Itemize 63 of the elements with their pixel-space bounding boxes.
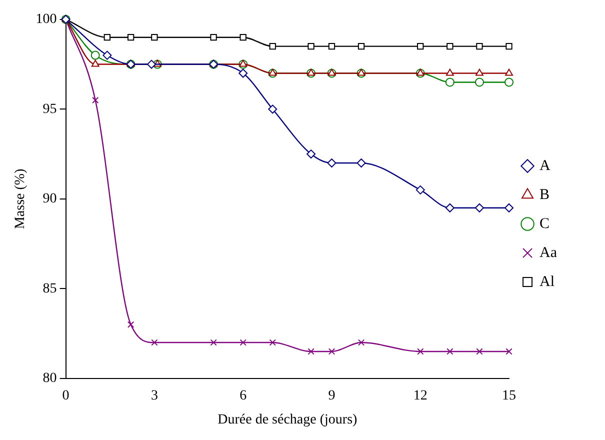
x-tick-label: 3 — [150, 388, 158, 404]
point — [240, 339, 246, 346]
point — [269, 42, 276, 50]
y-tick-label: 95 — [42, 102, 57, 117]
point — [127, 34, 134, 41]
legend-label: B — [540, 186, 550, 203]
point — [102, 50, 112, 60]
x-tick-label: 6 — [240, 388, 247, 404]
point — [306, 150, 316, 159]
point — [506, 42, 512, 50]
x-tick-label: 15 — [502, 388, 516, 404]
point — [328, 348, 336, 355]
point — [417, 42, 424, 50]
point — [90, 50, 100, 60]
point — [238, 68, 248, 78]
legend-label: Al — [540, 274, 555, 290]
point — [151, 34, 158, 41]
point — [104, 34, 110, 41]
point — [446, 42, 454, 50]
legend-label: A — [540, 158, 551, 174]
point — [474, 203, 484, 212]
point — [476, 42, 483, 50]
y-tick-label: 90 — [42, 192, 57, 207]
point — [476, 68, 484, 76]
point — [210, 339, 217, 346]
point — [416, 185, 425, 194]
point — [445, 203, 454, 212]
x-axis-title: Durée de séchage (jours) — [218, 412, 358, 428]
legend-label: C — [540, 216, 550, 232]
point — [445, 78, 454, 87]
point — [268, 104, 278, 114]
point — [504, 78, 514, 87]
y-tick-label: 80 — [42, 371, 57, 386]
point — [240, 34, 246, 41]
x-tick-label: 9 — [328, 388, 336, 404]
point — [358, 42, 365, 50]
point — [504, 203, 514, 212]
y-tick-label: 100 — [36, 12, 57, 28]
point — [506, 348, 512, 355]
point — [328, 42, 336, 50]
point — [446, 348, 454, 355]
point — [417, 348, 424, 355]
point — [308, 42, 314, 50]
point — [91, 60, 100, 67]
point — [327, 158, 336, 168]
point — [210, 34, 217, 41]
point — [127, 321, 134, 328]
point — [446, 68, 454, 76]
point — [505, 68, 513, 76]
legend-label: Aa — [540, 244, 558, 261]
point — [146, 60, 156, 69]
point — [474, 78, 484, 87]
x-tick-label: 0 — [62, 388, 70, 404]
y-tick-label: 85 — [42, 281, 57, 296]
point — [308, 348, 314, 355]
point — [358, 339, 365, 346]
point — [476, 348, 483, 355]
point — [92, 96, 99, 104]
y-axis-title: Masse (%) — [13, 168, 28, 230]
point — [151, 339, 158, 346]
point — [356, 158, 366, 168]
x-tick-label: 12 — [413, 388, 428, 404]
point — [269, 339, 276, 346]
